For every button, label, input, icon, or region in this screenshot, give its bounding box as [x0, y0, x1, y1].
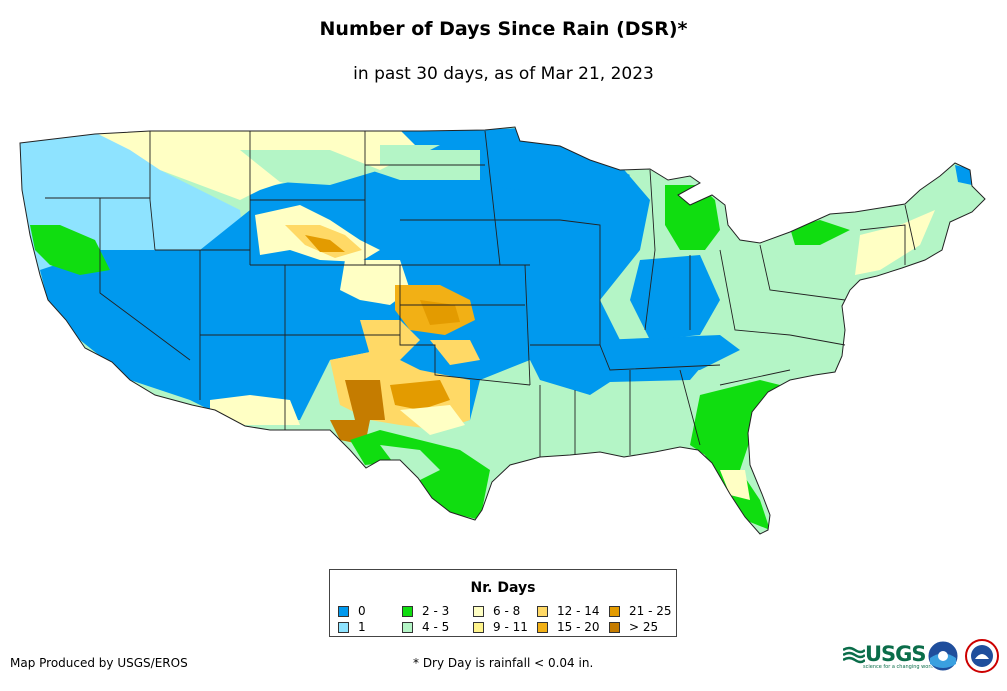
legend: Nr. Days 0 1 2 - 3 4 - 5 6 - 8 9 - 11 12 - 14 1…: [329, 569, 677, 637]
legend-item: 1: [338, 621, 366, 633]
legend-item: 21 - 25: [609, 605, 672, 617]
noaa-logo-icon: [927, 640, 959, 672]
legend-swatch: [473, 622, 484, 633]
usgs-logo-icon: [843, 646, 865, 664]
legend-swatch: [537, 622, 548, 633]
legend-label: 21 - 25: [629, 604, 672, 618]
legend-label: 6 - 8: [493, 604, 521, 618]
legend-swatch: [609, 622, 620, 633]
legend-item: 4 - 5: [402, 621, 449, 633]
legend-label: 0: [358, 604, 366, 618]
legend-swatch: [338, 622, 349, 633]
legend-swatch: [402, 606, 413, 617]
legend-label: 4 - 5: [422, 620, 450, 634]
legend-item: 12 - 14: [537, 605, 600, 617]
legend-label: 9 - 11: [493, 620, 528, 634]
legend-swatch: [609, 606, 620, 617]
nws-logo-icon: [965, 639, 999, 673]
legend-swatch: [537, 606, 548, 617]
legend-item: 15 - 20: [537, 621, 600, 633]
legend-item: 9 - 11: [473, 621, 528, 633]
legend-label: 15 - 20: [557, 620, 600, 634]
legend-title: Nr. Days: [470, 580, 536, 596]
usgs-tagline: science for a changing world: [863, 664, 935, 670]
legend-label: 12 - 14: [557, 604, 600, 618]
legend-label: 1: [358, 620, 366, 634]
legend-swatch: [402, 622, 413, 633]
legend-item: 2 - 3: [402, 605, 449, 617]
legend-label: 2 - 3: [422, 604, 450, 618]
legend-item: 6 - 8: [473, 605, 520, 617]
legend-item: 0: [338, 605, 366, 617]
legend-item: > 25: [609, 621, 658, 633]
footnote: * Dry Day is rainfall < 0.04 in.: [413, 656, 594, 670]
usgs-logo: USGS: [865, 642, 927, 666]
state-boundaries: [45, 130, 916, 457]
map-credit: Map Produced by USGS/EROS: [10, 656, 188, 670]
map-title: Number of Days Since Rain (DSR)*: [319, 18, 688, 40]
map-subtitle: in past 30 days, as of Mar 21, 2023: [353, 64, 654, 84]
legend-swatch: [338, 606, 349, 617]
legend-swatch: [473, 606, 484, 617]
agency-logos: USGS science for a changing world: [843, 638, 1003, 674]
legend-label: > 25: [629, 620, 659, 634]
